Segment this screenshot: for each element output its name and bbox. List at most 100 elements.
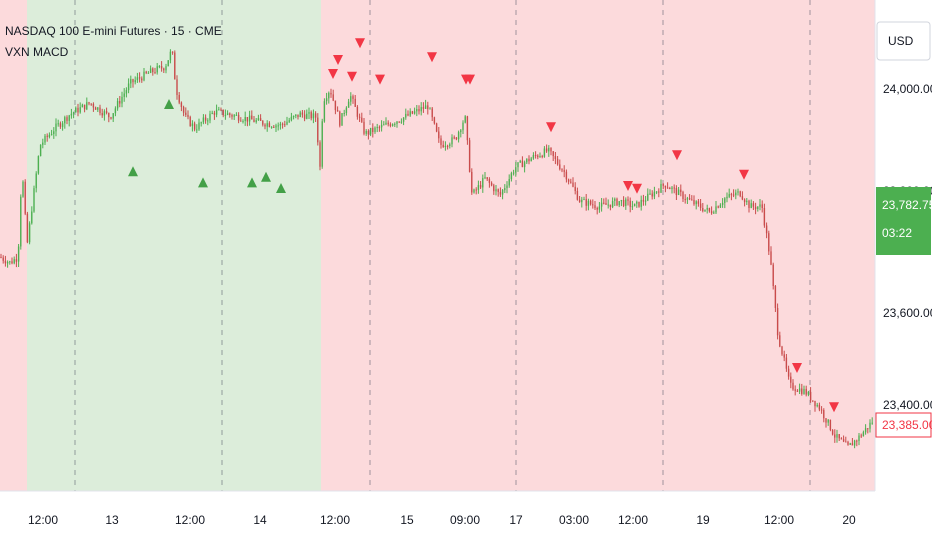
candle-body (761, 204, 763, 208)
candle-body (81, 104, 84, 108)
candle-body (288, 120, 290, 122)
candle-body (501, 190, 504, 195)
candle-body (801, 388, 803, 394)
candle-body (482, 178, 484, 188)
candle-body (75, 107, 77, 113)
candle-body (365, 131, 367, 134)
candle-body (200, 122, 202, 124)
candle-body (710, 211, 713, 214)
y-tick-label: 24,000.00 (883, 82, 932, 96)
candle-body (490, 182, 493, 186)
candle-body (391, 124, 394, 126)
candle-body (90, 103, 92, 105)
candle-body (768, 233, 770, 252)
candle-body (497, 189, 499, 192)
candle-body (418, 109, 420, 112)
candle-body (845, 441, 847, 443)
candle-body (649, 193, 651, 195)
candle-body (233, 115, 235, 117)
candle-body (9, 261, 11, 263)
candle-body (297, 114, 299, 117)
candle-body (605, 203, 607, 205)
candle-body (715, 206, 717, 213)
symbol-title[interactable]: NASDAQ 100 E-mini Futures · 15 · CME (5, 24, 222, 38)
candle-body (110, 117, 112, 119)
bull-regime-bg (27, 0, 321, 491)
candle-body (658, 191, 660, 193)
candle-body (543, 148, 546, 157)
candle-body (869, 422, 871, 429)
candle-body (59, 123, 62, 127)
candle-body (314, 113, 317, 118)
candle-body (407, 113, 409, 116)
candle-body (277, 125, 279, 127)
candle-body (424, 105, 427, 109)
candle-body (319, 142, 321, 167)
candle-body (99, 107, 101, 114)
candle-body (341, 113, 343, 126)
candle-body (570, 181, 572, 183)
candle-body (70, 113, 73, 116)
candle-body (211, 112, 213, 114)
price-scale[interactable] (875, 0, 932, 550)
candle-body (299, 112, 301, 117)
candle-body (587, 200, 590, 206)
candle-body (336, 110, 339, 112)
candle-body (831, 430, 834, 435)
candle-body (743, 199, 746, 203)
candle-body (484, 177, 486, 179)
candle-body (820, 409, 823, 411)
candle-body (823, 410, 825, 419)
candle-body (653, 191, 656, 197)
x-tick-label: 15 (400, 513, 414, 527)
currency-box[interactable] (876, 21, 931, 61)
candle-body (244, 117, 246, 121)
candle-body (103, 111, 106, 116)
regime-backgrounds (0, 0, 875, 491)
candle-body (435, 123, 438, 132)
candle-body (836, 434, 838, 438)
candle-body (746, 200, 748, 203)
candle-body (112, 113, 114, 119)
candle-body (488, 179, 491, 183)
candle-body (83, 104, 86, 110)
candle-body (669, 188, 671, 190)
candle-body (378, 127, 381, 129)
sell-signal-marker (792, 363, 802, 373)
candle-body (438, 131, 440, 139)
candle-body (303, 114, 306, 119)
candle-body (259, 118, 262, 121)
candle-body (691, 199, 693, 201)
candle-body (561, 169, 563, 171)
candle-body (143, 71, 145, 81)
candle-body (686, 198, 689, 200)
candle-body (724, 198, 726, 203)
candle-body (655, 191, 658, 193)
candle-body (429, 108, 431, 110)
candle-body (660, 184, 662, 193)
candle-body (345, 107, 348, 113)
candle-body (286, 121, 288, 125)
x-tick-label: 12:00 (28, 513, 58, 527)
candle-body (0, 257, 2, 258)
x-tick-label: 14 (253, 513, 267, 527)
candle-body (578, 199, 581, 203)
candle-body (411, 111, 414, 114)
sell-signal-marker (672, 150, 682, 161)
sell-signal-marker (546, 122, 556, 133)
candle-body (486, 177, 488, 180)
candle-body (61, 123, 64, 127)
candle-body (785, 357, 788, 369)
candle-body (739, 191, 741, 197)
candle-body (728, 194, 730, 197)
candle-body (231, 115, 233, 117)
candle-body (88, 102, 90, 104)
candle-body (323, 101, 326, 122)
time-scale[interactable] (0, 491, 932, 550)
candle-body (42, 142, 44, 145)
candle-body (94, 107, 97, 110)
candle-body (603, 202, 605, 204)
candle-body (178, 95, 180, 103)
indicator-title[interactable]: VXN MACD (5, 45, 69, 59)
